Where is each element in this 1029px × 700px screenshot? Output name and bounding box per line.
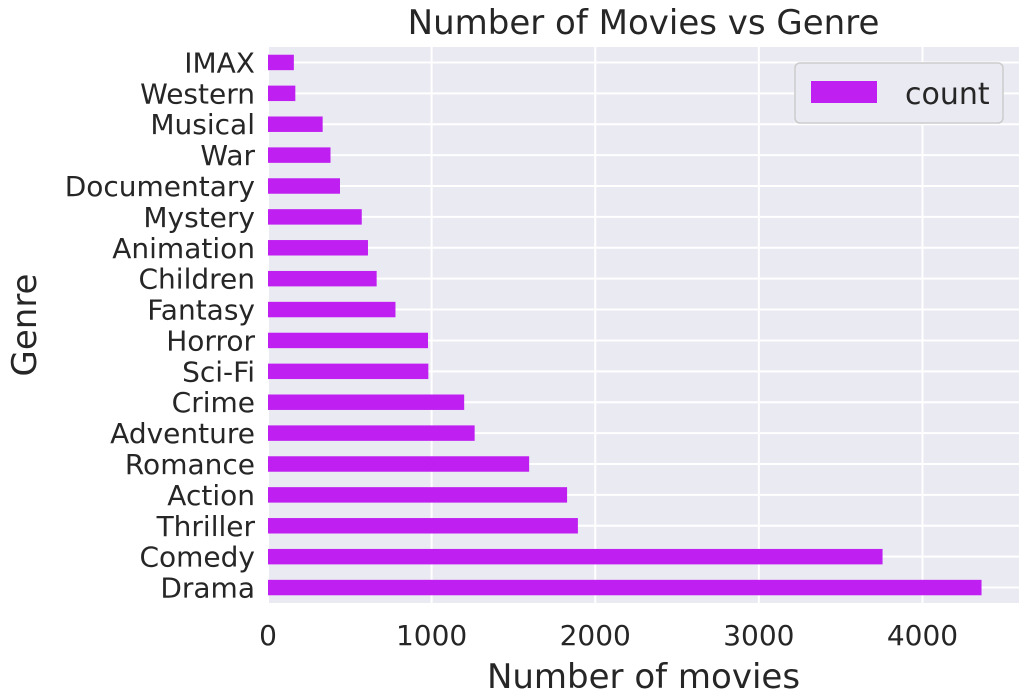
x-tick-label: 1000 <box>396 619 467 652</box>
bar-western <box>268 85 296 102</box>
bar-children <box>268 270 377 287</box>
bars <box>268 54 982 596</box>
y-tick-label: IMAX <box>184 46 255 79</box>
y-tick-label: Comedy <box>139 541 255 574</box>
y-tick-label: Adventure <box>110 417 255 450</box>
y-axis-label: Genre <box>5 274 45 377</box>
bar-documentary <box>268 178 340 194</box>
legend: count <box>794 62 1004 124</box>
bar-fantasy <box>268 301 396 318</box>
bar-mystery <box>268 209 362 225</box>
legend-label: count <box>905 77 990 112</box>
bar-animation <box>268 240 368 256</box>
bar-sci-fi <box>268 363 429 380</box>
y-tick-label: Romance <box>125 448 255 481</box>
y-tick-label: Musical <box>150 108 255 141</box>
legend-box <box>794 62 1004 124</box>
y-tick-label: Thriller <box>156 510 256 543</box>
bar-musical <box>268 116 323 132</box>
chart-title: Number of Movies vs Genre <box>408 3 880 43</box>
bar-war <box>268 147 331 163</box>
bar-comedy <box>268 548 883 565</box>
legend-swatch <box>811 81 877 103</box>
bar-thriller <box>268 518 578 534</box>
y-tick-label: Action <box>167 479 255 512</box>
x-tick-labels: 0 1000 2000 3000 4000 <box>259 619 958 652</box>
x-tick-label: 3000 <box>723 619 794 652</box>
bar-drama <box>268 579 982 596</box>
y-tick-label: Sci-Fi <box>182 355 255 388</box>
bar-imax <box>268 54 294 71</box>
plot-area <box>268 47 1019 603</box>
bar-crime <box>268 394 465 410</box>
x-axis-label: Number of movies <box>487 657 800 697</box>
x-tick-label: 4000 <box>887 619 958 652</box>
bar-adventure <box>268 425 475 441</box>
y-tick-label: Animation <box>112 232 255 265</box>
y-tick-label: Children <box>139 263 256 296</box>
y-tick-label: Drama <box>160 572 255 605</box>
bar-action <box>268 487 568 503</box>
x-tick-label: 0 <box>259 619 277 652</box>
x-tick-label: 2000 <box>560 619 631 652</box>
y-tick-label: Fantasy <box>147 294 255 327</box>
y-tick-label: Horror <box>166 324 255 357</box>
y-tick-label: Documentary <box>65 170 255 203</box>
y-tick-label: Mystery <box>143 201 255 234</box>
y-tick-label: Crime <box>172 386 255 419</box>
y-tick-labels: DramaComedyThrillerActionRomanceAdventur… <box>65 46 256 604</box>
y-tick-label: War <box>200 139 255 172</box>
y-tick-label: Western <box>140 77 255 110</box>
bar-romance <box>268 456 530 472</box>
bar-horror <box>268 332 429 349</box>
